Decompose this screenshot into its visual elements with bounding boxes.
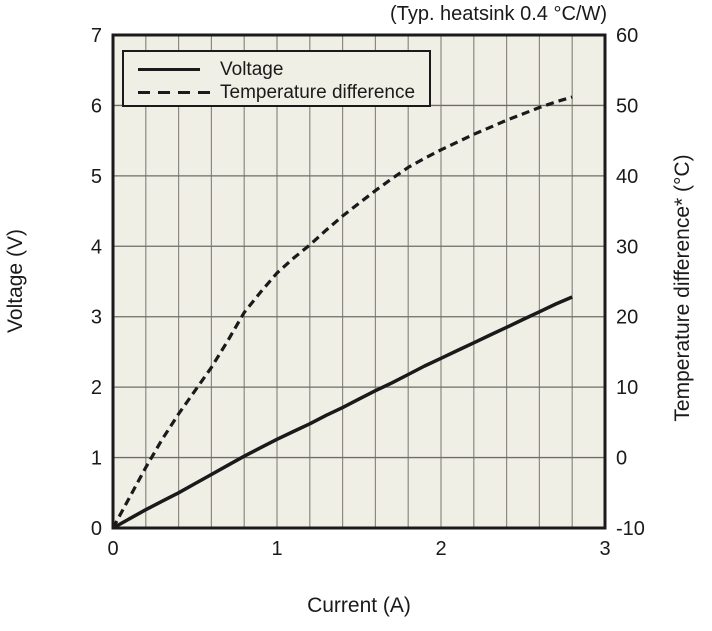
svg-text:2: 2 [435, 538, 446, 560]
svg-text:-10: -10 [616, 518, 645, 540]
svg-text:5: 5 [91, 166, 102, 188]
vertical-gridlines [145, 35, 573, 528]
svg-text:2: 2 [91, 377, 102, 399]
horizontal-gridlines [113, 104, 605, 459]
y-right-tick-labels: -10 0 10 20 30 40 50 60 [616, 25, 645, 540]
svg-text:3: 3 [599, 538, 610, 560]
svg-text:0: 0 [616, 448, 627, 470]
svg-text:1: 1 [91, 448, 102, 470]
svg-text:3: 3 [91, 307, 102, 329]
temperature-difference-curve [111, 95, 573, 529]
legend-item-temperature-difference: Temperature difference [138, 81, 429, 104]
svg-text:10: 10 [616, 377, 638, 399]
x-tick-labels: 0 1 2 3 [107, 538, 610, 560]
svg-text:1: 1 [271, 538, 282, 560]
svg-text:30: 30 [616, 236, 638, 258]
svg-text:0: 0 [91, 518, 102, 540]
y-axis-label-left: Voltage (V) [4, 229, 27, 333]
legend-item-voltage: Voltage [138, 58, 429, 81]
svg-text:6: 6 [91, 95, 102, 117]
svg-text:20: 20 [616, 307, 638, 329]
legend-solid-line-icon [138, 68, 220, 71]
svg-text:60: 60 [616, 25, 638, 47]
svg-text:40: 40 [616, 166, 638, 188]
legend-label-voltage: Voltage [220, 58, 284, 80]
svg-text:50: 50 [616, 95, 638, 117]
legend-dashed-line-icon [138, 90, 220, 95]
svg-text:7: 7 [91, 25, 102, 47]
x-axis-label: Current (A) [307, 594, 411, 617]
plot-frame [111, 33, 607, 530]
svg-text:4: 4 [91, 236, 102, 258]
chart-annotation: (Typ. heatsink 0.4 °C/W) [390, 3, 607, 25]
plot-area [113, 35, 605, 528]
legend: Voltage Temperature difference [122, 50, 431, 107]
y-axis-label-right: Temperature difference* (°C) [671, 154, 694, 422]
svg-text:0: 0 [107, 538, 118, 560]
y-left-tick-labels: 0 1 2 3 4 5 6 7 [91, 25, 102, 540]
voltage-curve [112, 295, 573, 530]
legend-label-temperature-difference: Temperature difference [220, 81, 416, 103]
